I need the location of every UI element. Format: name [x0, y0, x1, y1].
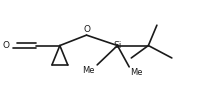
Text: Me: Me: [130, 68, 143, 77]
Text: O: O: [3, 41, 10, 50]
Text: Me: Me: [83, 66, 95, 75]
Text: O: O: [83, 25, 90, 34]
Text: Si: Si: [113, 41, 122, 50]
